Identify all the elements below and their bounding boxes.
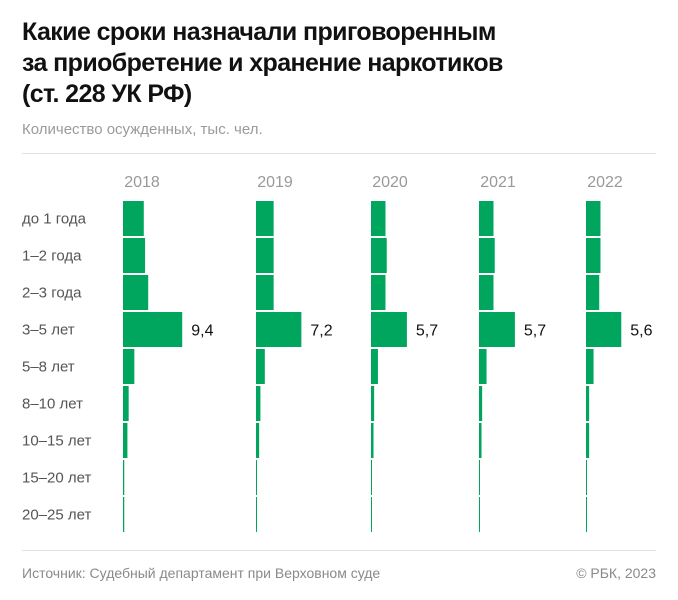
- bar: [479, 275, 494, 310]
- bar: [371, 312, 407, 347]
- bar: [479, 349, 487, 384]
- bar: [586, 460, 587, 495]
- bar: [123, 349, 135, 384]
- bar: [586, 497, 587, 532]
- bar: [256, 349, 265, 384]
- bar: [586, 312, 622, 347]
- year-label: 2021: [480, 174, 516, 191]
- chart-title: Какие сроки назначали приговоренным за п…: [22, 17, 642, 110]
- bar: [256, 386, 261, 421]
- title-line: (ст. 228 УК РФ): [22, 80, 192, 108]
- bar: [586, 201, 601, 236]
- bar: [371, 238, 387, 273]
- source-note: Источник: Судебный департамент при Верхо…: [22, 565, 381, 581]
- bar: [123, 312, 183, 347]
- bar: [479, 460, 480, 495]
- bottom-divider: [22, 550, 656, 551]
- category-label: до 1 года: [22, 211, 87, 228]
- bar: [123, 238, 146, 273]
- title-line: за приобретение и хранение наркотиков: [22, 49, 503, 77]
- bar: [123, 460, 125, 495]
- data-label: 7,2: [310, 323, 332, 340]
- bar: [123, 423, 128, 458]
- category-label: 10–15 лет: [22, 433, 91, 450]
- bar: [256, 201, 274, 236]
- bar: [479, 312, 515, 347]
- bar: [371, 423, 374, 458]
- data-label: 5,7: [416, 323, 438, 340]
- category-label: 20–25 лет: [22, 507, 91, 524]
- bar: [371, 201, 386, 236]
- bar: [123, 497, 125, 532]
- bar: [123, 275, 149, 310]
- bar: [586, 238, 601, 273]
- bar: [371, 349, 378, 384]
- bar: [371, 460, 372, 495]
- year-label: 2018: [124, 174, 160, 191]
- bar: [371, 275, 386, 310]
- bar: [256, 238, 274, 273]
- chart-area: до 1 года 1–2 года 2–3 года 3–5 лет 5–8 лет 8…: [22, 174, 653, 532]
- bar: [123, 201, 144, 236]
- bar: [256, 275, 274, 310]
- copyright: © РБК, 2023: [576, 565, 656, 581]
- bar: [479, 423, 482, 458]
- bar: [256, 312, 302, 347]
- bar: [256, 497, 257, 532]
- category-label: 1–2 года: [22, 248, 82, 265]
- data-label: 5,7: [524, 323, 546, 340]
- title-line: Какие сроки назначали приговоренным: [22, 18, 496, 46]
- bar: [479, 238, 495, 273]
- bar: [586, 423, 590, 458]
- bar: [371, 386, 375, 421]
- bar: [479, 497, 480, 532]
- bar: [479, 201, 494, 236]
- bar: [256, 460, 257, 495]
- year-label: 2020: [372, 174, 408, 191]
- bar: [479, 386, 483, 421]
- category-label: 2–3 года: [22, 285, 82, 302]
- bar: [586, 349, 594, 384]
- bar: [586, 275, 600, 310]
- category-label: 15–20 лет: [22, 470, 91, 487]
- bar: [256, 423, 260, 458]
- bar: [123, 386, 129, 421]
- bar: [371, 497, 372, 532]
- bar: [586, 386, 590, 421]
- data-label: 5,6: [630, 323, 652, 340]
- category-label: 8–10 лет: [22, 396, 83, 413]
- category-label: 3–5 лет: [22, 322, 75, 339]
- category-label: 5–8 лет: [22, 359, 75, 376]
- top-divider: [22, 153, 656, 154]
- year-label: 2022: [587, 174, 623, 191]
- chart-subtitle: Количество осужденных, тыс. чел.: [22, 121, 263, 138]
- data-label: 9,4: [191, 323, 213, 340]
- year-label: 2019: [257, 174, 293, 191]
